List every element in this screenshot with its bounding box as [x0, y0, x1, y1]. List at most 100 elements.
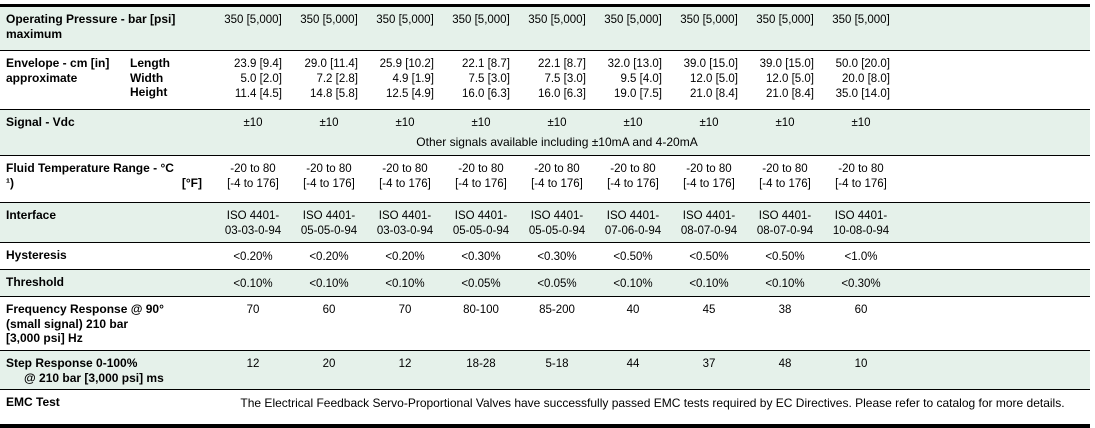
value-line: 05-05-0-94 — [528, 225, 586, 238]
value-cell: ISO 4401- 05-05-0-94 — [443, 203, 519, 242]
value-cell: 38 — [778, 304, 792, 316]
row-label-interface: Interface — [0, 203, 215, 242]
row-label-operating-pressure: Operating Pressure - bar [psi] maximum — [0, 7, 215, 50]
label-line: maximum — [6, 26, 63, 41]
row-values: 70 60 70 80-100 85-200 40 45 38 60 — [215, 297, 899, 350]
value-cell: ISO 4401- 05-05-0-94 — [519, 203, 595, 242]
value-cell: <0.50% — [689, 251, 729, 263]
value-line: 21.0 [8.4] — [690, 88, 738, 101]
value-line: [-4 to 176] — [455, 178, 507, 191]
table-row-envelope: Envelope - cm [in] approximate Length Wi… — [0, 50, 1090, 109]
value-line: [-4 to 176] — [759, 178, 811, 191]
value-cell: ISO 4401- 08-07-0-94 — [747, 203, 823, 242]
value-line: -20 to 80 — [610, 163, 656, 175]
value-cell: -20 to 80 [-4 to 176] — [747, 156, 823, 202]
value-cell: -20 to 80 [-4 to 176] — [443, 156, 519, 202]
value-cell: 45 — [702, 304, 716, 316]
value-cell: ±10 — [547, 117, 567, 129]
value-cell: <0.10% — [765, 278, 805, 290]
value-cell: <0.05% — [461, 278, 501, 290]
row-values: <0.20% <0.20% <0.20% <0.30% <0.30% <0.50% <0.5… — [215, 243, 899, 269]
value-cell: ISO 4401- 03-03-0-94 — [367, 203, 443, 242]
value-cell: -20 to 80 [-4 to 176] — [291, 156, 367, 202]
value-line: 12.0 [5.0] — [690, 73, 738, 86]
value-cell: <0.30% — [537, 251, 577, 263]
envelope-dimension-labels: Length Width Height — [130, 56, 170, 105]
value-cell: 25.9 [10.2] 4.9 [1.9] 12.5 [4.9] — [367, 51, 443, 109]
value-line: 22.1 [8.7] — [538, 58, 586, 70]
value-cell: 20 — [322, 357, 336, 370]
value-line: 21.0 [8.4] — [766, 88, 814, 101]
row-values: <0.10% <0.10% <0.10% <0.05% <0.05% <0.10% <0.1… — [215, 270, 899, 296]
label-line: [3,000 psi] Hz — [6, 331, 83, 346]
value-line: [-4 to 176] — [607, 178, 659, 191]
table-row-operating-pressure: Operating Pressure - bar [psi] maximum 3… — [0, 7, 1090, 50]
value-line: -20 to 80 — [458, 163, 504, 175]
sub-label-width: Width — [130, 70, 164, 85]
value-cell: ±10 — [471, 117, 491, 129]
row-values: 23.9 [9.4] 5.0 [2.0] 11.4 [4.5] 29.0 [11.4]… — [215, 51, 899, 109]
value-line: 08-07-0-94 — [680, 225, 738, 238]
value-cell: 29.0 [11.4] 7.2 [2.8] 14.8 [5.8] — [291, 51, 367, 109]
value-cell: 350 [5,000] — [604, 14, 662, 26]
label-line: approximate — [6, 70, 78, 85]
value-line: 29.0 [11.4] — [304, 58, 359, 70]
value-cell: ±10 — [395, 117, 415, 129]
value-cell: ±10 — [623, 117, 643, 129]
row-label-frequency-response: Frequency Response @ 90° (small signal) … — [0, 297, 215, 350]
value-cell: 40 — [626, 304, 640, 316]
value-line: 16.0 [6.3] — [462, 88, 510, 101]
row-label-signal: Signal - Vdc — [0, 110, 215, 134]
value-line: 23.9 [9.4] — [234, 58, 282, 70]
value-line: 12.0 [5.0] — [766, 73, 814, 86]
value-line: -20 to 80 — [534, 163, 580, 175]
value-cell: 39.0 [15.0] 12.0 [5.0] 21.0 [8.4] — [671, 51, 747, 109]
value-line: ISO 4401- — [302, 210, 356, 222]
value-cell: -20 to 80 [-4 to 176] — [215, 156, 291, 202]
value-line: [-4 to 176] — [303, 178, 355, 191]
value-cell: 22.1 [8.7] 7.5 [3.0] 16.0 [6.3] — [443, 51, 519, 109]
label-line: Fluid Temperature Range - °C — [6, 161, 174, 175]
value-cell: 350 [5,000] — [224, 14, 282, 26]
value-cell: ±10 — [699, 117, 719, 129]
value-cell: ISO 4401- 10-08-0-94 — [823, 203, 899, 242]
label-line: Signal - Vdc — [6, 115, 75, 129]
value-cell: 32.0 [13.0] 9.5 [4.0] 19.0 [7.5] — [595, 51, 671, 109]
value-cell: 350 [5,000] — [528, 14, 586, 26]
table-row-emc-test: EMC Test The Electrical Feedback Servo-P… — [0, 389, 1090, 424]
value-cell: 44 — [626, 357, 640, 370]
value-line: ISO 4401- — [530, 210, 584, 222]
value-cell: 18-28 — [466, 357, 496, 370]
value-line: 03-03-0-94 — [376, 225, 434, 238]
value-cell: 85-200 — [539, 304, 575, 316]
value-cell: 37 — [702, 357, 716, 370]
value-line: [-4 to 176] — [531, 178, 583, 191]
value-cell: <0.20% — [385, 251, 425, 263]
footnote-marker: ¹) — [6, 175, 14, 190]
value-line: 35.0 [14.0] — [835, 88, 890, 101]
value-line: [-4 to 176] — [835, 178, 887, 191]
value-cell: ±10 — [243, 117, 263, 129]
value-cell: <0.05% — [537, 278, 577, 290]
value-cell: -20 to 80 [-4 to 176] — [671, 156, 747, 202]
value-cell: <0.10% — [309, 278, 349, 290]
row-values: ISO 4401- 03-03-0-94 ISO 4401- 05-05-0-94 IS… — [215, 203, 899, 242]
value-line: 39.0 [15.0] — [683, 58, 738, 70]
value-line: 11.4 [4.5] — [234, 88, 282, 101]
sub-label-length: Length — [130, 56, 170, 70]
value-line: 32.0 [13.0] — [607, 58, 662, 70]
row-values: 12 20 12 18-28 5-18 44 37 48 10 — [215, 351, 899, 389]
value-cell: 350 [5,000] — [680, 14, 738, 26]
value-line: 07-06-0-94 — [604, 225, 662, 238]
value-cell: 350 [5,000] — [756, 14, 814, 26]
label-line: Hysteresis — [6, 248, 67, 262]
label-line: Operating Pressure - bar [psi] — [6, 12, 176, 26]
value-cell: -20 to 80 [-4 to 176] — [823, 156, 899, 202]
value-line: 08-07-0-94 — [756, 225, 814, 238]
table-row-interface: Interface ISO 4401- 03-03-0-94 ISO 4401- 05… — [0, 202, 1090, 242]
value-cell: 60 — [854, 304, 868, 316]
value-line: 7.5 [3.0] — [468, 73, 510, 86]
value-cell: <1.0% — [844, 251, 878, 263]
value-line: 19.0 [7.5] — [614, 88, 662, 101]
value-cell: 350 [5,000] — [300, 14, 358, 26]
